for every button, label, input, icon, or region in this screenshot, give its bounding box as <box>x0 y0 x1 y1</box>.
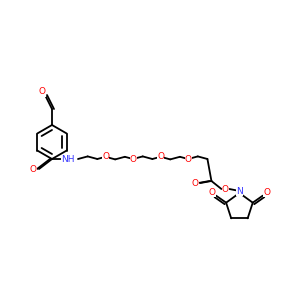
Text: O: O <box>102 152 109 161</box>
Text: O: O <box>130 154 136 164</box>
Text: O: O <box>184 154 192 164</box>
Text: O: O <box>208 188 216 197</box>
Text: NH: NH <box>61 154 75 164</box>
Text: O: O <box>157 152 164 161</box>
Text: N: N <box>236 187 243 196</box>
Text: O: O <box>263 188 270 197</box>
Text: O: O <box>29 166 37 175</box>
Text: O: O <box>192 178 199 188</box>
Text: O: O <box>38 88 46 97</box>
Text: O: O <box>222 184 229 194</box>
